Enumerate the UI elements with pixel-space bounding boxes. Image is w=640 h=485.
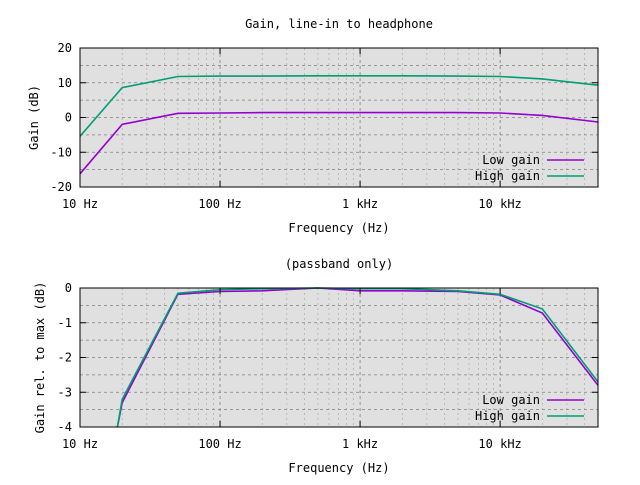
series-line-low-gain xyxy=(79,111,599,175)
x-tick-label: 1 kHz xyxy=(342,437,378,451)
y-tick-label: 0 xyxy=(65,111,72,125)
y-tick-label: -4 xyxy=(58,420,72,434)
series-line-high-gain xyxy=(79,75,599,137)
y-tick-label: -2 xyxy=(58,351,72,365)
y-axis-label: Gain rel. to max (dB) xyxy=(33,282,47,434)
x-tick-label: 100 Hz xyxy=(198,437,241,451)
chart-1: 10 Hz 100 Hz 1 kHz 10 kHz -20 -10 0 10 20 Gain, l… xyxy=(27,17,599,235)
y-tick-label: 20 xyxy=(58,41,72,55)
x-tick-label: 10 Hz xyxy=(62,437,98,451)
x-tick-label: 1 kHz xyxy=(342,197,378,211)
legend-label: High gain xyxy=(475,169,540,183)
y-tick-label: 10 xyxy=(58,76,72,90)
chart-title: (passband only) xyxy=(285,257,393,271)
legend-label: Low gain xyxy=(482,153,540,167)
y-tick-label: -20 xyxy=(50,180,72,194)
y-tick-label: -10 xyxy=(50,145,72,159)
y-tick-label: -1 xyxy=(58,316,72,330)
chart-title: Gain, line-in to headphone xyxy=(245,17,433,31)
chart-2: 10 Hz 100 Hz 1 kHz 10 kHz -4 -3 -2 -1 0 (passband… xyxy=(33,257,599,475)
x-axis-label: Frequency (Hz) xyxy=(288,221,389,235)
x-axis-label: Frequency (Hz) xyxy=(288,461,389,475)
x-tick-label: 100 Hz xyxy=(198,197,241,211)
legend-label: Low gain xyxy=(482,393,540,407)
y-axis-label: Gain (dB) xyxy=(27,85,41,150)
x-tick-label: 10 kHz xyxy=(478,437,521,451)
y-tick-label: 0 xyxy=(65,281,72,295)
x-tick-label: 10 Hz xyxy=(62,197,98,211)
y-tick-label: -3 xyxy=(58,385,72,399)
x-tick-label: 10 kHz xyxy=(478,197,521,211)
legend-label: High gain xyxy=(475,409,540,423)
